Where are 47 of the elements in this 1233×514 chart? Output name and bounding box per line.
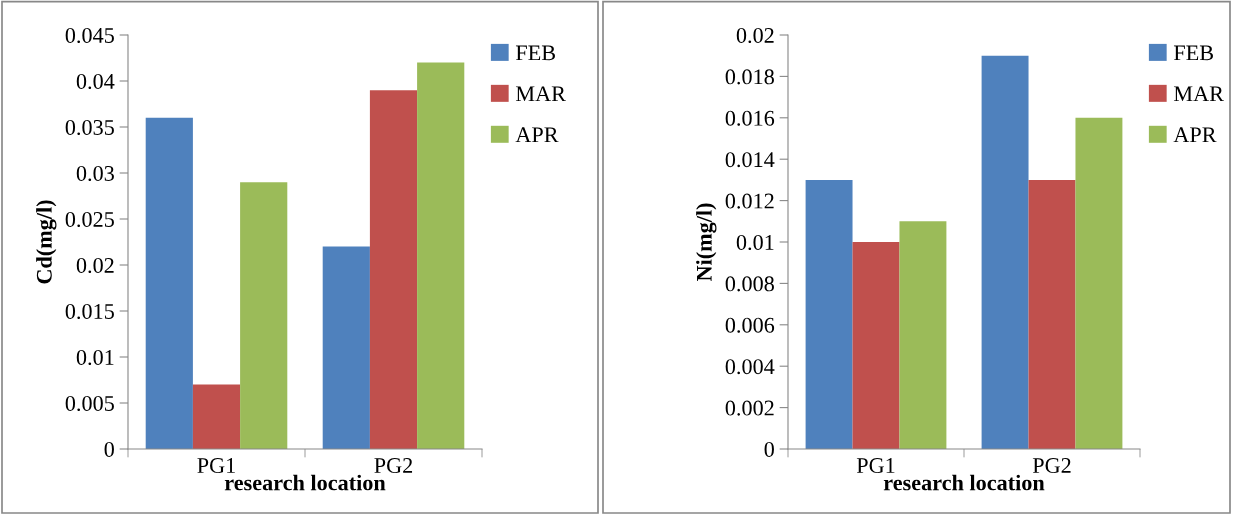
x-tick-label: PG2 — [1032, 458, 1071, 473]
bar — [417, 62, 465, 449]
bar — [369, 90, 418, 449]
y-tick-label: 0.016 — [725, 110, 775, 126]
bar — [1028, 179, 1076, 449]
bar — [192, 384, 241, 449]
legend-label: MAR — [1173, 86, 1224, 102]
y-tick-label: 0.002 — [725, 400, 774, 416]
y-tick-label: 0.035 — [65, 119, 114, 136]
x-tick-label: PG1 — [197, 458, 235, 473]
y-tick-label: 0.01 — [736, 234, 774, 251]
bar — [899, 221, 947, 449]
x-tick-label: PG1 — [856, 458, 895, 473]
bar — [805, 179, 853, 449]
legend-label: FEB — [1173, 45, 1213, 61]
y-tick-label: 0.02 — [736, 27, 774, 44]
legend-label: APR — [1173, 127, 1217, 143]
x-tick-label: PG2 — [374, 458, 413, 473]
bar — [240, 182, 288, 449]
y-tick-label: 0.045 — [65, 27, 114, 44]
bar — [981, 55, 1029, 449]
bar — [145, 117, 193, 449]
x-axis-title: research location — [224, 474, 386, 491]
y-tick-label: 0.03 — [76, 165, 114, 182]
y-tick-label: 0.005 — [65, 395, 114, 412]
y-tick-label: 0.004 — [725, 359, 775, 375]
y-tick-label: 0 — [104, 441, 114, 457]
y-tick-label: 0.04 — [76, 73, 115, 90]
y-axis-title: Ni(mg/l) — [696, 203, 717, 282]
x-axis-title: research location — [883, 474, 1045, 491]
legend-label: APR — [515, 127, 559, 143]
y-tick-label: 0.018 — [725, 69, 774, 85]
y-tick-label: 0.014 — [725, 152, 775, 168]
y-tick-label: 0.025 — [65, 211, 114, 228]
bar — [1075, 117, 1123, 449]
legend-label: FEB — [515, 45, 555, 61]
y-tick-label: 0.015 — [65, 303, 114, 320]
y-tick-label: 0.006 — [725, 317, 775, 333]
y-axis-title: Cd(mg/l) — [36, 200, 57, 284]
y-tick-label: 0.02 — [76, 257, 114, 274]
bar — [852, 242, 900, 449]
y-tick-label: 0.01 — [76, 349, 114, 366]
bar — [322, 246, 370, 449]
legend-label: MAR — [515, 86, 566, 102]
y-tick-label: 0.008 — [725, 276, 774, 292]
y-tick-label: 0 — [764, 441, 774, 457]
y-tick-label: 0.012 — [725, 193, 774, 209]
